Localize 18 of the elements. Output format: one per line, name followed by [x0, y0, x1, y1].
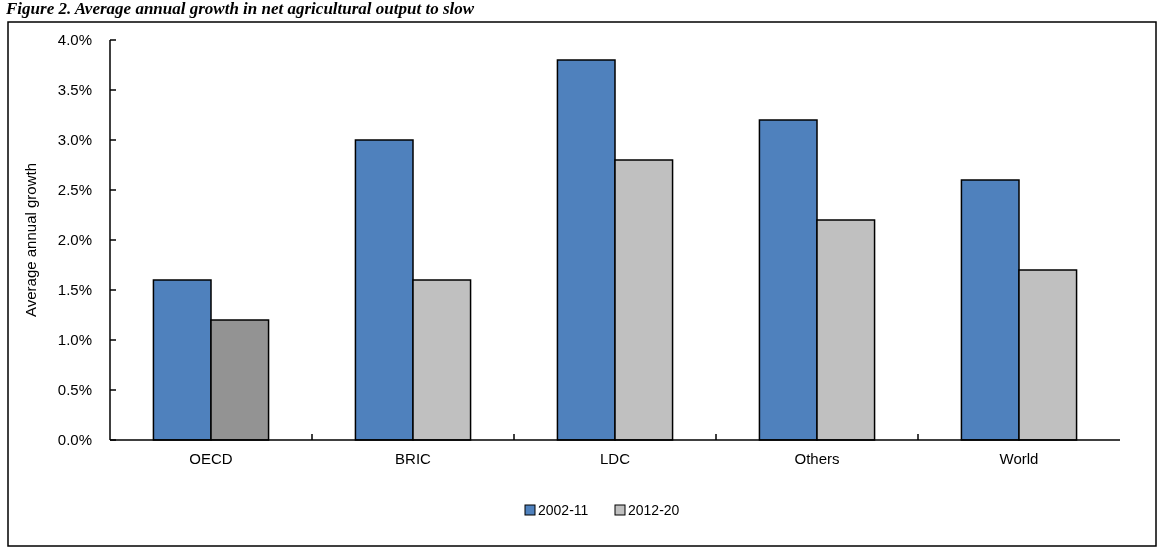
legend-label: 2002-11	[538, 502, 589, 518]
y-tick-label: 0.0%	[57, 431, 92, 449]
y-tick-label: 1.0%	[57, 331, 92, 349]
y-tick-label: 1.5%	[57, 281, 92, 299]
y-axis-title: Average annual growth	[22, 163, 39, 317]
x-tick-label: BRIC	[395, 450, 432, 467]
x-tick-label: OECD	[189, 450, 233, 467]
legend-label: 2012-20	[628, 502, 680, 518]
y-tick-label: 2.0%	[57, 231, 92, 249]
y-tick-label: 3.5%	[57, 81, 92, 99]
y-tick-label: 0.5%	[57, 381, 92, 399]
x-tick-label: LDC	[599, 450, 631, 467]
x-tick-label: Others	[794, 450, 840, 467]
y-tick-label: 4.0%	[57, 31, 92, 49]
y-tick-label: 2.5%	[57, 181, 92, 199]
y-tick-label: 3.0%	[57, 131, 92, 149]
x-tick-label: World	[999, 450, 1039, 467]
chart-title: Figure 2. Average annual growth in net agricultural output to slow	[5, 0, 475, 18]
